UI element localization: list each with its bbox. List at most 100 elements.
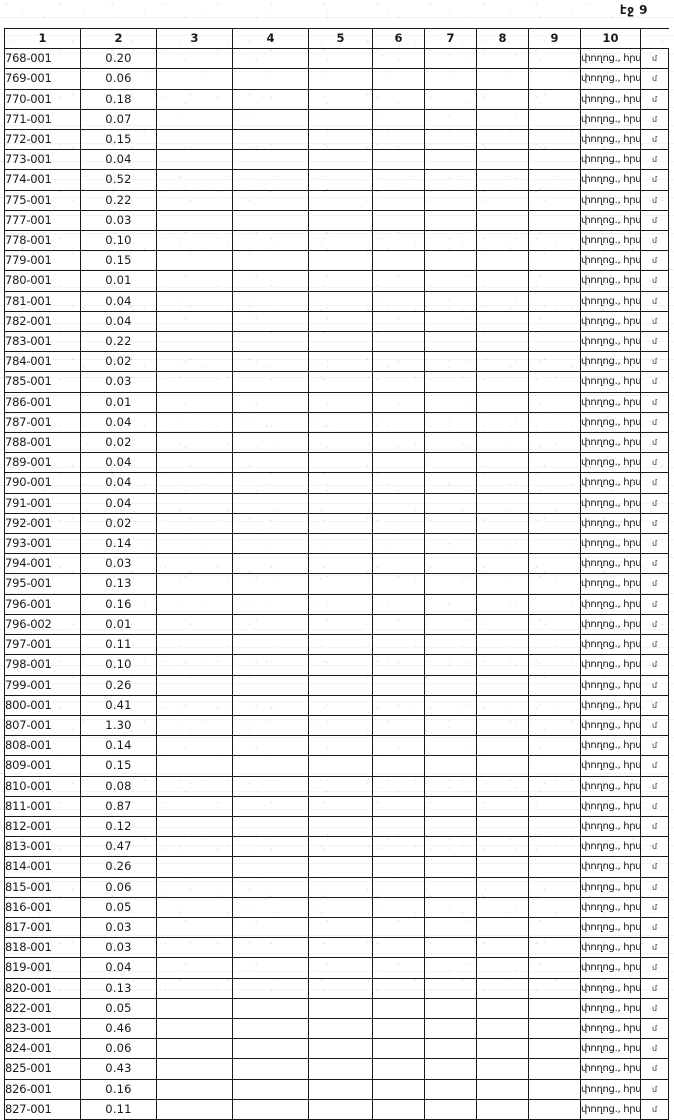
cell-empty-col8 [476, 230, 529, 252]
cell-object-id: 823-001 [4, 1017, 81, 1040]
cell-unit-suffix: մ [640, 88, 669, 110]
cell-empty-col6 [372, 149, 425, 171]
cell-empty-col5 [308, 1078, 373, 1100]
cell-empty-col6 [372, 351, 425, 373]
cell-empty-col6 [372, 250, 425, 272]
cell-empty-col8 [476, 876, 529, 898]
cell-empty-col4 [232, 815, 309, 838]
cell-empty-col8 [476, 452, 529, 474]
cell-object-id: 807-001 [4, 714, 81, 737]
cell-land-use-type: փողոց., հրապ. [580, 593, 641, 615]
cell-empty-col4 [232, 714, 309, 737]
cell-unit-suffix: մ [640, 209, 669, 232]
cell-empty-col9 [528, 391, 581, 413]
cell-empty-col9 [528, 997, 581, 1019]
cell-empty-col4 [232, 149, 309, 171]
cell-empty-col8 [476, 957, 529, 979]
cell-area-value: 0.16 [80, 593, 157, 615]
cell-empty-col6 [372, 1098, 425, 1120]
cell-area-value: 0.04 [80, 310, 157, 333]
page-number-label: էջ 9 [619, 3, 648, 17]
cell-empty-col3 [156, 1038, 233, 1060]
cell-unit-suffix: մ [640, 533, 669, 555]
cell-empty-col3 [156, 1098, 233, 1120]
cell-empty-col4 [232, 1058, 309, 1080]
cell-empty-col9 [528, 209, 581, 232]
cell-area-value: 0.11 [80, 1098, 157, 1120]
cell-unit-suffix: մ [640, 1058, 669, 1080]
cell-empty-col5 [308, 856, 373, 878]
cell-empty-col8 [476, 129, 529, 151]
cell-empty-col3 [156, 351, 233, 373]
cell-object-id: 813-001 [4, 836, 81, 858]
cell-empty-col5 [308, 310, 373, 333]
cell-unit-suffix: մ [640, 1017, 669, 1040]
cell-empty-col7 [424, 896, 477, 918]
cell-empty-col3 [156, 735, 233, 757]
cell-empty-col9 [528, 775, 581, 797]
cell-land-use-type: փողոց., հրապ. [580, 189, 641, 211]
cell-area-value: 0.18 [80, 88, 157, 110]
cell-empty-col7 [424, 512, 477, 535]
cell-land-use-type: փողոց., հրապ. [580, 310, 641, 333]
cell-empty-col3 [156, 108, 233, 131]
cell-empty-col8 [476, 512, 529, 535]
cell-empty-col5 [308, 593, 373, 615]
cell-empty-col5 [308, 876, 373, 898]
column-header-2: 2 [80, 27, 157, 50]
cell-empty-col4 [232, 533, 309, 555]
cell-empty-col5 [308, 674, 373, 696]
cell-empty-col3 [156, 714, 233, 737]
cell-empty-col4 [232, 775, 309, 797]
cell-object-id: 794-001 [4, 553, 81, 575]
cell-empty-col9 [528, 290, 581, 312]
cell-empty-col3 [156, 310, 233, 333]
cell-empty-col3 [156, 48, 233, 70]
cell-empty-col8 [476, 391, 529, 413]
cell-empty-col6 [372, 896, 425, 918]
cell-empty-col5 [308, 916, 373, 939]
cell-empty-col3 [156, 230, 233, 252]
cell-empty-col8 [476, 1058, 529, 1080]
cell-object-id: 768-001 [4, 48, 81, 70]
cell-empty-col7 [424, 654, 477, 676]
cell-empty-col8 [476, 108, 529, 131]
cell-empty-col7 [424, 371, 477, 393]
cell-land-use-type: փողոց., հրապ. [580, 916, 641, 939]
cell-empty-col4 [232, 250, 309, 272]
cell-area-value: 0.87 [80, 795, 157, 817]
cell-unit-suffix: մ [640, 634, 669, 656]
cell-empty-col8 [476, 472, 529, 494]
cell-land-use-type: փողոց., հրապ. [580, 1098, 641, 1120]
cell-empty-col4 [232, 735, 309, 757]
cell-empty-col6 [372, 957, 425, 979]
cell-unit-suffix: մ [640, 48, 669, 70]
cell-area-value: 0.04 [80, 452, 157, 474]
cell-empty-col6 [372, 189, 425, 211]
cell-land-use-type: փողոց., հրապ. [580, 391, 641, 413]
cell-empty-col6 [372, 997, 425, 1019]
cell-empty-col4 [232, 270, 309, 292]
cell-empty-col6 [372, 593, 425, 615]
cell-area-value: 0.02 [80, 512, 157, 535]
cell-empty-col6 [372, 452, 425, 474]
cell-land-use-type: փողոց., հրապ. [580, 573, 641, 595]
cell-empty-col9 [528, 371, 581, 393]
cell-empty-col5 [308, 371, 373, 393]
cell-land-use-type: փողոց., հրապ. [580, 331, 641, 353]
cell-empty-col9 [528, 674, 581, 696]
cell-empty-col4 [232, 553, 309, 575]
cell-empty-col7 [424, 1038, 477, 1060]
cell-area-value: 0.10 [80, 654, 157, 676]
cell-unit-suffix: մ [640, 876, 669, 898]
cell-empty-col3 [156, 876, 233, 898]
cell-object-id: 818-001 [4, 937, 81, 959]
